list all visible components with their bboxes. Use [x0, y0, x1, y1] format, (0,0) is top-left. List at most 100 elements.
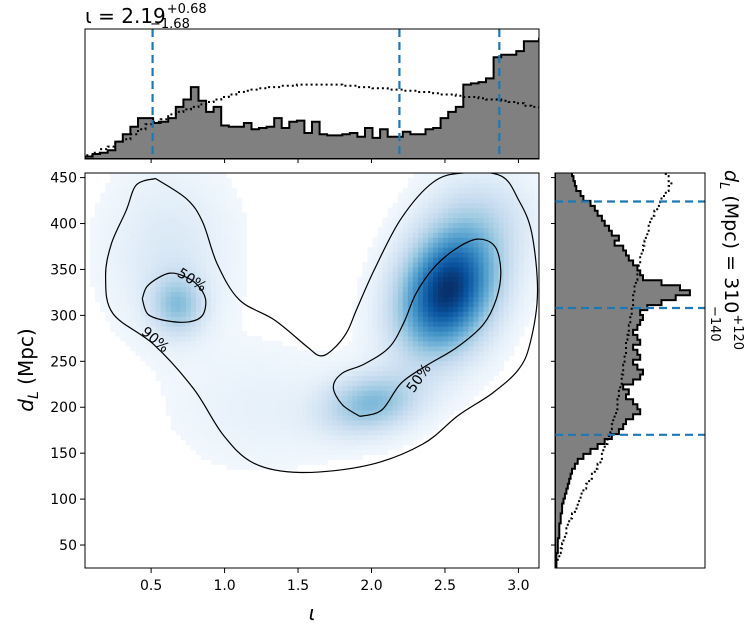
- heatmap-cell: [236, 301, 242, 307]
- heatmap-cell: [412, 281, 419, 288]
- heatmap-cell: [412, 192, 419, 199]
- heatmap-cell: [266, 360, 273, 367]
- heatmap-cell: [130, 227, 137, 233]
- heatmap-cell: [407, 345, 414, 352]
- heatmap-cell: [271, 350, 278, 357]
- heatmap-cell: [226, 449, 232, 456]
- heatmap-cell: [246, 390, 253, 396]
- heatmap-cell: [448, 252, 454, 258]
- heatmap-cell: [312, 375, 318, 381]
- heatmap-cell: [216, 414, 222, 421]
- heatmap-cell: [377, 335, 384, 342]
- heatmap-cell: [216, 380, 222, 386]
- heatmap-cell: [180, 173, 187, 179]
- heatmap-cell: [120, 311, 126, 317]
- heatmap-cell: [296, 414, 303, 421]
- heatmap-cell: [221, 395, 227, 401]
- heatmap-cell: [216, 271, 222, 278]
- heatmap-cell: [130, 212, 137, 219]
- heatmap-cell: [402, 429, 409, 436]
- heatmap-cell: [145, 316, 152, 322]
- contours: [104, 173, 539, 474]
- heatmap-cell: [458, 385, 464, 391]
- heatmap-cell: [483, 261, 490, 268]
- heatmap-cell: [433, 335, 439, 342]
- heatmap-cell: [453, 222, 459, 228]
- heatmap-cell: [407, 405, 414, 411]
- heatmap-cell: [402, 291, 409, 298]
- heatmap-cell: [216, 286, 222, 293]
- heatmap-cell: [211, 212, 217, 219]
- heatmap-cell: [261, 434, 268, 441]
- heatmap-cell: [276, 350, 283, 357]
- heatmap-cell: [276, 365, 283, 372]
- heatmap-cell: [518, 217, 525, 223]
- heatmap-cell: [518, 281, 525, 288]
- heatmap-cell: [473, 321, 480, 327]
- heatmap-cell: [523, 316, 530, 322]
- heatmap-cell: [322, 424, 328, 431]
- heatmap-cell: [367, 266, 374, 273]
- heatmap-cell: [352, 414, 358, 421]
- heatmap-cell: [190, 321, 197, 327]
- heatmap-cell: [221, 326, 227, 332]
- heatmap-cell: [241, 360, 248, 367]
- heatmap-cell: [407, 326, 414, 332]
- heatmap-cell: [483, 375, 490, 381]
- heatmap-cell: [226, 380, 232, 386]
- heatmap-cell: [291, 375, 298, 381]
- heatmap-cell: [402, 355, 409, 362]
- heatmap-cell: [145, 345, 152, 352]
- heatmap-cell: [483, 296, 490, 302]
- heatmap-cell: [221, 256, 227, 263]
- heatmap-cell: [407, 380, 414, 386]
- heatmap-cell: [105, 197, 111, 204]
- heatmap-cell: [362, 296, 369, 302]
- heatmap-cell: [135, 173, 142, 179]
- heatmap-cell: [347, 395, 353, 401]
- heatmap-cell: [508, 271, 515, 278]
- heatmap-cell: [236, 197, 242, 204]
- heatmap-cell: [493, 331, 500, 337]
- heatmap-cell: [463, 360, 469, 367]
- heatmap-cell: [428, 207, 434, 214]
- heatmap-cell: [468, 197, 475, 204]
- heatmap-cell: [503, 301, 510, 307]
- heatmap-cell: [392, 296, 399, 302]
- heatmap-cell: [372, 331, 379, 337]
- heatmap-cell: [135, 345, 142, 352]
- heatmap-cell: [211, 237, 217, 243]
- heatmap-cell: [100, 301, 106, 307]
- heatmap-cell: [478, 291, 485, 298]
- heatmap-cell: [130, 326, 137, 332]
- heatmap-cell: [190, 276, 197, 283]
- heatmap-cell: [473, 256, 480, 263]
- heatmap-cell: [453, 306, 459, 312]
- heatmap-cell: [110, 261, 116, 268]
- heatmap-cell: [256, 355, 263, 362]
- heatmap-cell: [342, 454, 348, 460]
- heatmap-cell: [180, 331, 187, 337]
- heatmap-cell: [216, 350, 222, 357]
- heatmap-cell: [362, 444, 369, 451]
- heatmap-cell: [271, 370, 278, 377]
- heatmap-cell: [206, 177, 212, 184]
- heatmap-cell: [185, 271, 192, 278]
- heatmap-cell: [286, 444, 293, 451]
- heatmap-cell: [226, 286, 232, 293]
- heatmap-cell: [367, 291, 374, 298]
- heatmap-cell: [306, 439, 313, 446]
- heatmap-cell: [468, 187, 475, 194]
- heatmap-cell: [493, 177, 500, 184]
- heatmap-cell: [463, 261, 469, 268]
- heatmap-cell: [165, 291, 172, 298]
- heatmap-cell: [201, 405, 207, 411]
- heatmap-cell: [115, 212, 121, 219]
- heatmap-cell: [468, 286, 475, 293]
- heatmap-cell: [362, 380, 369, 386]
- heatmap-cell: [523, 202, 530, 209]
- heatmap-cell: [417, 429, 424, 436]
- heatmap-cell: [392, 291, 399, 298]
- heatmap-cell: [422, 380, 429, 386]
- heatmap-cell: [135, 232, 142, 238]
